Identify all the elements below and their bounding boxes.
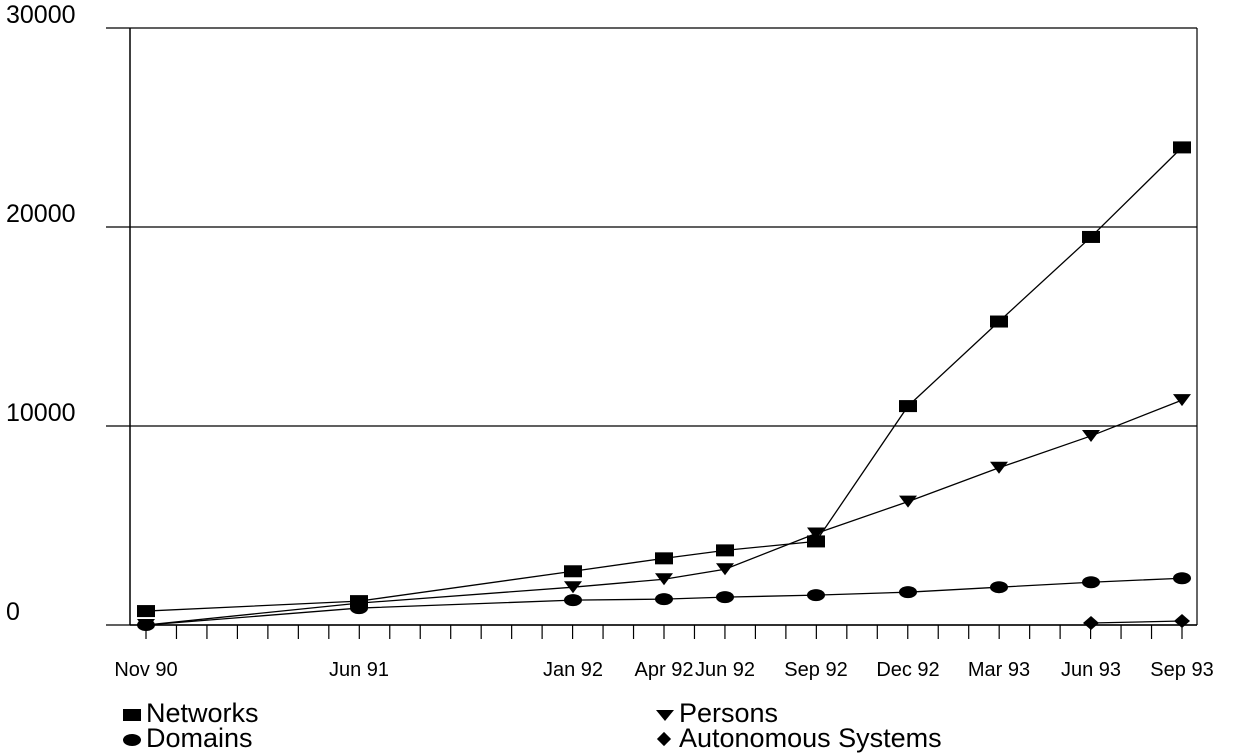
x-minor-ticks: [145, 625, 1183, 639]
legend-label-persons: Persons: [679, 698, 779, 728]
data-point-square: [1082, 230, 1100, 243]
data-point-square: [990, 315, 1008, 328]
line-chart: 0 10000 20000 30000 Nov 90 Jun 91 Jan 92 Apr 9…: [6, 1, 1214, 681]
series-line-autonomous-systems: [1090, 620, 1183, 624]
y-tick-label: 20000: [6, 200, 76, 228]
square-marker-icon: [120, 703, 142, 725]
legend-item-autonomous-systems: Autonomous Systems: [653, 725, 942, 752]
legend-item-domains: Domains: [120, 725, 253, 752]
legend-label-autonomous-systems: Autonomous Systems: [679, 723, 942, 753]
legend-label-networks: Networks: [146, 698, 259, 728]
x-tick-label: Apr 92: [635, 659, 694, 681]
axes: [129, 28, 1198, 626]
data-point-square: [716, 544, 734, 557]
gridlines: [106, 27, 1197, 626]
series-markers: [137, 141, 1191, 631]
data-point-circle: [899, 586, 917, 599]
data-point-triangle: [807, 527, 825, 540]
x-tick-label: Jun 93: [1061, 659, 1121, 681]
triangle-down-marker-icon: [653, 703, 675, 725]
data-point-circle: [1082, 576, 1100, 589]
x-tick-label: Jan 92: [543, 659, 603, 681]
y-tick-label: 0: [6, 598, 20, 626]
x-tick-label: Jun 92: [695, 659, 755, 681]
data-point-circle: [990, 581, 1008, 594]
series-lines: [145, 146, 1183, 626]
x-tick-label: Jun 91: [329, 659, 389, 681]
legend-label-domains: Domains: [146, 723, 253, 753]
series-line-persons: [145, 399, 1183, 626]
circle-marker-icon: [120, 728, 142, 750]
data-point-circle: [564, 594, 582, 607]
data-point-circle: [716, 591, 734, 604]
x-tick-label: Mar 93: [968, 659, 1030, 681]
data-point-circle: [655, 593, 673, 606]
y-tick-label: 30000: [6, 1, 76, 29]
data-point-square: [899, 400, 917, 413]
data-point-square: [564, 565, 582, 578]
y-tick-label: 10000: [6, 399, 76, 427]
x-tick-label: Dec 92: [876, 659, 939, 681]
data-point-circle: [350, 602, 368, 615]
y-tick-labels: 0 10000 20000 30000: [6, 1, 76, 626]
data-point-diamond: [1083, 616, 1099, 631]
data-point-square: [137, 605, 155, 618]
data-point-triangle: [899, 495, 917, 508]
legend-item-networks: Networks: [120, 700, 259, 727]
data-point-circle: [1173, 572, 1191, 585]
data-point-triangle: [1173, 394, 1191, 407]
data-point-triangle: [1082, 429, 1100, 442]
data-point-square: [1173, 141, 1191, 154]
data-point-triangle: [655, 573, 673, 586]
data-point-circle: [807, 589, 825, 602]
series-line-domains: [145, 577, 1183, 626]
data-point-triangle: [564, 581, 582, 594]
data-point-square: [655, 552, 673, 565]
x-tick-label: Sep 93: [1150, 659, 1213, 681]
diamond-marker-icon: [653, 728, 675, 750]
series-line-networks: [145, 146, 1183, 612]
data-point-circle: [137, 619, 155, 631]
data-point-square: [807, 535, 825, 548]
x-tick-label: Sep 92: [784, 659, 847, 681]
x-tick-label: Nov 90: [114, 659, 177, 681]
legend-item-persons: Persons: [653, 700, 778, 727]
data-point-triangle: [716, 563, 734, 576]
data-point-diamond: [1174, 614, 1190, 629]
data-point-triangle: [990, 461, 1008, 474]
x-tick-labels: Nov 90 Jun 91 Jan 92 Apr 92 Jun 92 Sep 92 Dec …: [114, 659, 1213, 681]
